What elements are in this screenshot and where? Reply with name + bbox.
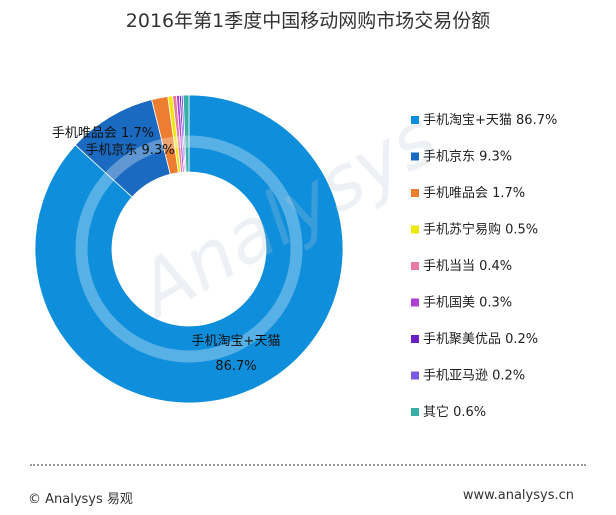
legend-label-7: 手机亚马逊 0.2% bbox=[423, 369, 525, 384]
legend-swatch-1 bbox=[411, 152, 419, 161]
legend-label-2: 手机唯品会 1.7% bbox=[423, 186, 525, 201]
legend-label-8: 其它 0.6% bbox=[423, 404, 486, 420]
website-text: www.analysys.cn bbox=[462, 488, 574, 503]
legend-swatch-6 bbox=[411, 335, 419, 343]
legend-swatch-2 bbox=[411, 189, 419, 197]
legend-swatch-3 bbox=[411, 225, 419, 234]
legend-label-5: 手机国美 0.3% bbox=[423, 296, 512, 311]
legend-swatch-0 bbox=[411, 116, 419, 124]
legend-label-1: 手机京东 9.3% bbox=[423, 150, 512, 165]
legend-label-3: 手机苏宁易购 0.5% bbox=[423, 222, 538, 238]
data-label-1: 手机唯品会 1.7% bbox=[52, 126, 154, 141]
footer-divider bbox=[30, 464, 586, 466]
legend-label-6: 手机聚美优品 0.2% bbox=[423, 332, 538, 347]
legend-swatch-4 bbox=[411, 262, 419, 270]
legend-swatch-5 bbox=[411, 298, 419, 307]
data-label-0: 手机淘宝+天猫 bbox=[192, 334, 281, 349]
slice-8 bbox=[182, 94, 190, 173]
slice-0 bbox=[34, 94, 344, 404]
chart-title: 2016年第1季度中国移动网购市场交易份额 bbox=[125, 10, 491, 32]
legend-label-0: 手机淘宝+天猫 86.7% bbox=[423, 113, 557, 128]
legend-label-4: 手机当当 0.4% bbox=[423, 259, 512, 274]
copyright-text: © Analysys 易观 bbox=[28, 492, 133, 507]
legend-swatch-7 bbox=[411, 371, 419, 380]
data-label-value-0: 86.7% bbox=[215, 359, 256, 374]
data-label-2: 手机京东 9.3% bbox=[85, 143, 174, 158]
ring-highlight bbox=[75, 135, 303, 363]
legend-swatch-8 bbox=[411, 408, 419, 416]
